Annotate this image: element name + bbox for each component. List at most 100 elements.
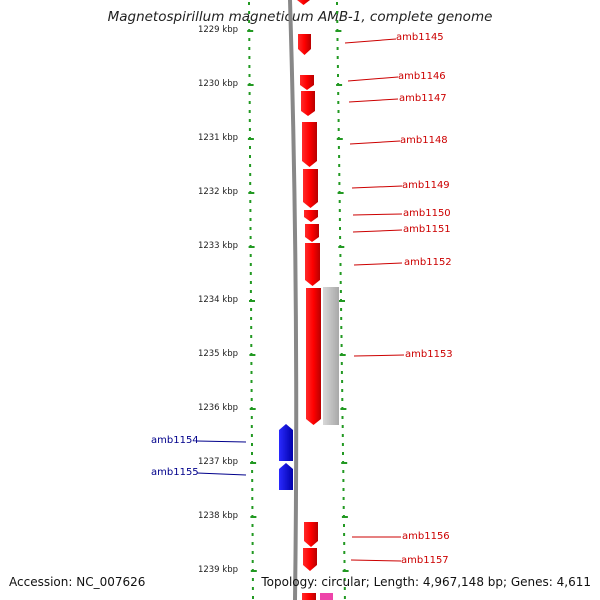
rail-dot [341,389,344,392]
tick-label: 1239 kbp [197,565,238,575]
rail-major-tick [342,570,349,572]
rail-major-tick [247,138,254,140]
forward-leader-lines [344,38,405,562]
gene-arrow-amb1153[interactable] [306,288,321,425]
gene-label-amb1146[interactable]: amb1146 [398,71,446,82]
gene-label-amb1148[interactable]: amb1148 [400,135,448,146]
rail-major-tick [338,246,345,248]
rail-dot [251,479,254,482]
rail-dot [249,200,252,203]
rail-major-tick [337,192,344,194]
rail-dot [250,344,253,347]
gene-arrow-amb1157[interactable] [303,548,317,571]
accession-label: Accession: NC_007626 [9,575,146,589]
rail-major-tick [335,30,342,32]
rail-dot [248,65,251,68]
rail-dot [340,371,343,374]
rail-dot [340,317,343,320]
rail-dot [339,236,342,239]
rail-dot [342,479,345,482]
gene-arrow-amb1156[interactable] [304,522,318,547]
rail-dot [341,425,344,428]
tick-label: 1235 kbp [197,349,238,359]
gene-label-amb1152[interactable]: amb1152 [404,257,452,268]
gene-label-amb1149[interactable]: amb1149 [402,180,450,191]
gene-arrow-amb1148[interactable] [302,122,317,167]
gene-arrow-amb1151[interactable] [305,224,319,242]
rail-major-tick [249,300,255,302]
grey-feature[interactable] [323,287,339,425]
rail-dot [336,11,339,14]
gene-label-amb1151[interactable]: amb1151 [403,224,451,235]
rail-dot [340,326,343,329]
rail-dot [337,92,340,95]
gene-arrow-amb1145[interactable] [298,34,311,55]
gene-arrow-amb1146[interactable] [300,75,314,90]
gene-label-amb1154[interactable]: amb1154 [151,435,199,446]
right-dotted-rail [335,2,349,599]
gene-label-amb1147[interactable]: amb1147 [399,93,447,104]
rail-dot [343,596,346,599]
rail-dot [251,443,253,446]
rail-dot [342,470,345,473]
rail-dot [342,452,344,455]
rail-dot [342,497,345,500]
rail-dot [338,218,341,221]
rail-dot [251,587,254,590]
tick-label: 1229 kbp [197,25,238,35]
rail-dot [249,218,252,221]
rail-dot [343,524,345,527]
gene-arrow-amb1152[interactable] [305,243,320,286]
rail-major-tick [339,300,345,302]
rail-dot [339,263,342,266]
rail-dot [338,182,341,185]
rail-major-tick [336,84,343,86]
rail-dot [336,2,338,5]
rail-major-tick [250,570,257,572]
rail-dot [343,587,346,590]
pink-feature[interactable] [320,593,333,600]
rail-dot [249,263,252,266]
rail-dot [248,110,251,113]
rail-dot [251,578,254,581]
gene-label-amb1153[interactable]: amb1153 [405,349,453,360]
rail-dot [337,119,340,122]
gene-label-amb1157[interactable]: amb1157 [401,555,449,566]
gene-arrow-amb1155[interactable] [279,463,293,490]
rail-dot [342,506,345,509]
rail-dot [249,272,252,275]
rail-dot [250,308,253,311]
gene-label-amb1156[interactable]: amb1156 [402,531,450,542]
rail-dot [338,173,341,176]
rail-dot [336,65,339,68]
rail-dot [340,344,343,347]
rail-dot [250,335,253,338]
gene-arrow-amb1145[interactable] [297,0,310,5]
rail-dot [338,209,341,212]
rail-dot [248,47,251,50]
rail-major-tick [247,84,254,86]
rail-dot [343,551,346,554]
rail-dot [251,488,254,491]
rail-major-tick [336,138,343,140]
rail-dot [337,110,340,113]
rail-dot [251,542,254,545]
rail-dot [337,101,340,104]
rail-dot [338,164,341,167]
gene-arrow-amb1149[interactable] [303,169,318,208]
genome-title: Magnetospirillum magneticum AMB-1, compl… [107,9,493,25]
rail-dot [342,488,345,491]
gene-label-amb1145[interactable]: amb1145 [396,32,444,43]
rail-dot [249,227,252,230]
gene-arrow-partial[interactable] [302,593,316,600]
rail-dot [337,128,340,131]
gene-label-amb1155[interactable]: amb1155 [151,467,199,478]
gene-label-amb1150[interactable]: amb1150 [403,208,451,219]
gene-arrow-amb1147[interactable] [301,91,315,116]
rail-dot [251,497,254,500]
gene-arrow-amb1150[interactable] [304,210,318,222]
rail-dot [339,272,342,275]
gene-arrow-amb1154[interactable] [279,424,293,461]
rail-dot [339,290,342,293]
